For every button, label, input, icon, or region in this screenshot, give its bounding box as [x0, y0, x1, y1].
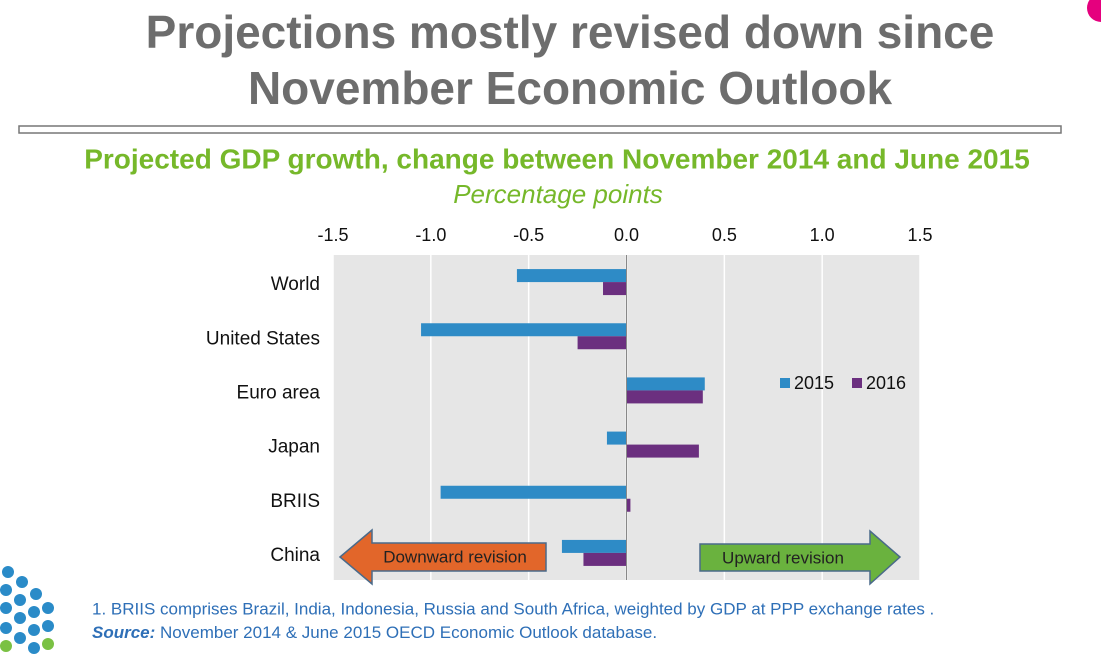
y-tick-label: United States — [206, 328, 320, 349]
chart-title: Projected GDP growth, change between Nov… — [84, 143, 1030, 174]
arrow-right — [699, 529, 902, 586]
x-tick-label: 0.0 — [614, 225, 639, 245]
source-label: Source: — [92, 623, 155, 642]
bar — [516, 269, 627, 283]
arrow-left — [338, 528, 547, 586]
arrow-label: Upward revision — [722, 548, 844, 567]
x-tick-label: 1.5 — [907, 225, 932, 245]
legend-swatch — [852, 378, 862, 388]
slide-title: Projections mostly revised down since — [146, 6, 995, 58]
source-text: November 2014 & June 2015 OECD Economic … — [160, 623, 657, 642]
slide-title: November Economic Outlook — [248, 62, 893, 114]
bar — [421, 323, 627, 337]
dot-decoration — [0, 566, 54, 654]
arrow-label: Downward revision — [383, 547, 527, 566]
source: Source: November 2014 & June 2015 OECD E… — [92, 623, 657, 642]
x-tick-label: 0.5 — [712, 225, 737, 245]
legend-label: 2016 — [866, 373, 906, 393]
y-tick-label: Japan — [268, 437, 320, 458]
y-tick-label: World — [271, 274, 320, 295]
bar — [561, 539, 627, 553]
bar — [440, 485, 627, 499]
bar — [626, 390, 703, 404]
bar — [603, 282, 627, 296]
bar — [626, 377, 705, 391]
logo-dot — [1087, 0, 1101, 22]
divider — [18, 125, 1062, 134]
x-tick-label: -0.5 — [513, 225, 544, 245]
chart-subtitle: Percentage points — [453, 179, 663, 209]
y-tick-label: Euro area — [237, 382, 321, 403]
footnote: 1. BRIIS comprises Brazil, India, Indone… — [92, 599, 934, 618]
bar — [606, 431, 627, 445]
legend-swatch — [780, 378, 790, 388]
x-tick-label: -1.0 — [415, 225, 446, 245]
x-tick-label: -1.5 — [317, 225, 348, 245]
y-tick-label: China — [270, 545, 320, 566]
x-tick-label: 1.0 — [810, 225, 835, 245]
bar — [583, 552, 627, 566]
legend-label: 2015 — [794, 373, 834, 393]
y-tick-label: BRIIS — [270, 491, 320, 512]
bar — [577, 336, 627, 350]
bar — [626, 444, 699, 458]
bar — [626, 498, 631, 512]
